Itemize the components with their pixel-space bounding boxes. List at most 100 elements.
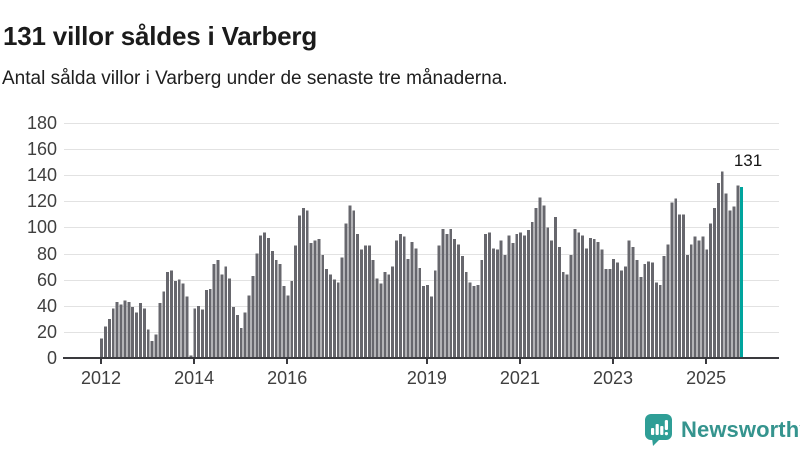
bar bbox=[379, 283, 383, 358]
bar bbox=[449, 228, 453, 358]
bar bbox=[596, 241, 600, 358]
bar bbox=[484, 233, 488, 358]
bar bbox=[220, 274, 224, 358]
bar bbox=[732, 206, 736, 358]
bar bbox=[301, 207, 305, 358]
bar bbox=[623, 266, 627, 358]
bar bbox=[166, 271, 170, 358]
bar bbox=[569, 254, 573, 358]
bar bbox=[267, 237, 270, 358]
bar bbox=[100, 338, 104, 358]
bar bbox=[154, 334, 158, 358]
bar bbox=[600, 249, 604, 358]
bar bbox=[309, 243, 313, 358]
bar bbox=[705, 249, 709, 358]
gridline bbox=[64, 253, 779, 255]
bar bbox=[232, 307, 235, 358]
bar bbox=[678, 214, 682, 358]
bar bbox=[631, 247, 635, 358]
bar bbox=[402, 236, 406, 358]
bar bbox=[480, 260, 484, 358]
bar bbox=[158, 303, 162, 358]
y-tick-label: 120 bbox=[26, 191, 57, 212]
newsworthy-wordmark: Newsworthy bbox=[681, 416, 800, 442]
bar bbox=[697, 240, 701, 358]
x-tick-label: 2021 bbox=[499, 368, 540, 388]
bar bbox=[592, 239, 596, 358]
bar bbox=[433, 270, 437, 358]
bar bbox=[398, 233, 402, 358]
bar bbox=[581, 235, 585, 358]
bar bbox=[464, 271, 468, 358]
bar bbox=[173, 280, 177, 358]
bar bbox=[429, 296, 433, 358]
bar bbox=[317, 239, 321, 358]
bar bbox=[274, 260, 278, 358]
bar bbox=[189, 355, 193, 358]
bar bbox=[426, 284, 429, 358]
bar bbox=[662, 256, 666, 358]
bar bbox=[201, 309, 204, 358]
bar bbox=[170, 270, 173, 358]
bar bbox=[716, 183, 720, 358]
bar bbox=[627, 240, 631, 358]
bar bbox=[534, 207, 538, 358]
bar bbox=[523, 235, 526, 358]
newsworthy-logo[interactable]: Newsworthy bbox=[644, 412, 800, 447]
bar bbox=[367, 245, 371, 358]
bar bbox=[639, 277, 643, 358]
y-tick-label: 180 bbox=[26, 113, 57, 133]
bar bbox=[247, 295, 251, 358]
y-tick-label: 60 bbox=[36, 269, 57, 290]
bar bbox=[616, 262, 620, 358]
bar bbox=[685, 254, 689, 358]
bar bbox=[495, 249, 499, 358]
bar bbox=[107, 318, 111, 358]
bar bbox=[235, 314, 239, 358]
bar bbox=[651, 262, 654, 358]
bar bbox=[321, 254, 325, 358]
bar bbox=[654, 282, 658, 358]
bar bbox=[585, 248, 588, 358]
bar bbox=[216, 260, 220, 358]
bar bbox=[162, 291, 166, 358]
bar bbox=[325, 269, 329, 358]
bar bbox=[554, 217, 557, 358]
bar bbox=[177, 279, 181, 358]
bar bbox=[689, 244, 693, 358]
gridline bbox=[64, 279, 779, 281]
bar bbox=[647, 261, 651, 358]
bar bbox=[410, 241, 414, 358]
bar bbox=[204, 290, 208, 358]
bar bbox=[352, 210, 356, 358]
bar bbox=[348, 205, 352, 358]
bar bbox=[115, 301, 119, 358]
bar bbox=[526, 230, 530, 358]
y-tick-label: 20 bbox=[36, 321, 57, 342]
bar bbox=[666, 244, 670, 358]
bar bbox=[612, 258, 616, 358]
bar bbox=[674, 198, 678, 358]
bar bbox=[619, 270, 623, 358]
bar bbox=[127, 301, 131, 358]
bar bbox=[270, 250, 274, 358]
bar bbox=[418, 267, 422, 358]
x-tick-mark bbox=[425, 359, 428, 364]
bar bbox=[138, 303, 142, 358]
bar bbox=[282, 286, 286, 358]
x-tick-label: 2025 bbox=[686, 368, 727, 388]
highlighted-bar bbox=[740, 186, 744, 358]
bar bbox=[460, 256, 464, 358]
x-axis-line bbox=[63, 357, 779, 359]
bar bbox=[453, 239, 457, 358]
bar bbox=[383, 271, 387, 358]
y-tick-label: 40 bbox=[36, 295, 57, 316]
bar bbox=[728, 210, 732, 358]
gridline bbox=[64, 227, 779, 229]
bar bbox=[468, 282, 472, 358]
bar bbox=[406, 258, 410, 358]
bar bbox=[395, 240, 398, 358]
bar bbox=[193, 308, 197, 358]
bar bbox=[457, 244, 460, 358]
bar bbox=[387, 274, 391, 358]
